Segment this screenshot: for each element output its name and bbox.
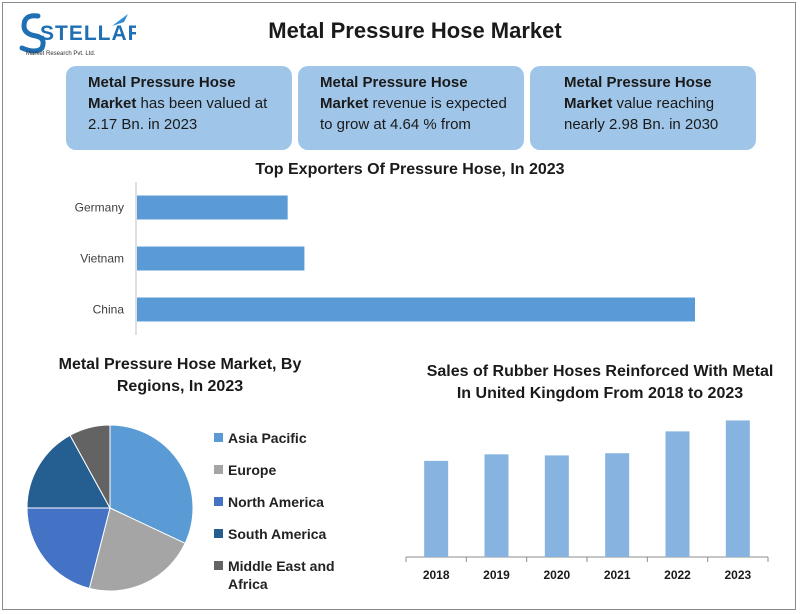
pie-slice	[69, 424, 111, 509]
card-text: revenue is expected to grow at 4.64 % fr…	[320, 95, 507, 133]
card-bold-text: Metal Pressure Hose Market	[564, 74, 712, 112]
exporter-tick-label: Germany	[75, 201, 124, 215]
uk-sales-column	[424, 460, 449, 557]
uk-sales-column	[544, 455, 569, 557]
page-title: Metal Pressure Hose Market	[268, 18, 562, 43]
uk-sales-column	[725, 420, 750, 557]
pie-slice	[88, 507, 186, 592]
legend-item: Europe	[214, 460, 364, 492]
card-text: value reaching nearly 2.98 Bn. in 2030	[564, 95, 719, 133]
legend-swatch	[214, 465, 223, 474]
legend-label: North America	[228, 494, 324, 510]
exporters-chart-title: Top Exporters Of Pressure Hose, In 2023	[255, 161, 565, 178]
legend-swatch	[214, 561, 223, 570]
exporter-tick-label: China	[93, 303, 125, 317]
legend-label: Europe	[228, 462, 277, 478]
legend-label: Middle East and Africa	[228, 558, 335, 592]
regions-legend: Asia Pacific Europe North America South Ame…	[214, 428, 364, 596]
legend-swatch	[214, 529, 223, 538]
regions-chart-title: Metal Pressure Hose Market, By Regions, …	[58, 356, 302, 395]
legend-item: North America	[214, 492, 364, 524]
legend-item: South America	[214, 524, 364, 556]
legend-label: Asia Pacific	[228, 430, 307, 446]
uk-sales-tick-label: 2020	[543, 568, 570, 582]
uk-sales-column	[605, 453, 630, 557]
logo-wordmark: STELLAR	[40, 22, 136, 45]
uk-sales-column	[484, 454, 509, 557]
legend-swatch	[214, 433, 223, 442]
uk-sales-column	[665, 431, 690, 557]
summary-card-growth: Metal Pressure Hose Market revenue is ex…	[298, 66, 524, 150]
summary-card-valuation: Metal Pressure Hose Market has been valu…	[66, 66, 292, 150]
exporter-bar	[137, 195, 288, 220]
pie-slice	[109, 424, 194, 545]
legend-item: Asia Pacific	[214, 428, 364, 460]
logo-swoosh	[19, 13, 46, 54]
logo-arrow-icon	[112, 14, 128, 26]
pie-slice	[26, 434, 111, 509]
exporter-tick-label: Vietnam	[80, 252, 124, 266]
exporter-bar	[137, 246, 305, 271]
uk-sales-chart-title: Sales of Rubber Hoses Reinforced With Me…	[426, 363, 774, 402]
logo-tagline: Market Research Pvt. Ltd.	[26, 51, 96, 57]
pie-slice	[26, 507, 111, 590]
legend-swatch	[214, 497, 223, 506]
stellar-logo: STELLAR Market Research Pvt. Ltd.	[19, 13, 136, 57]
card-text: has been valued at 2.17 Bn. in 2023	[88, 95, 268, 133]
summary-card-forecast: Metal Pressure Hose Market value reachin…	[530, 66, 756, 150]
legend-item: Middle East and Africa	[214, 556, 364, 596]
legend-label: South America	[228, 526, 327, 542]
uk-sales-tick-label: 2022	[664, 568, 691, 582]
uk-sales-tick-label: 2023	[724, 568, 751, 582]
card-bold-text: Metal Pressure Hose Market	[88, 74, 236, 112]
exporter-bar	[137, 297, 695, 322]
uk-sales-tick-label: 2018	[423, 568, 450, 582]
uk-sales-tick-label: 2021	[604, 568, 631, 582]
uk-sales-tick-label: 2019	[483, 568, 510, 582]
card-bold-text: Metal Pressure Hose Market	[320, 74, 468, 112]
